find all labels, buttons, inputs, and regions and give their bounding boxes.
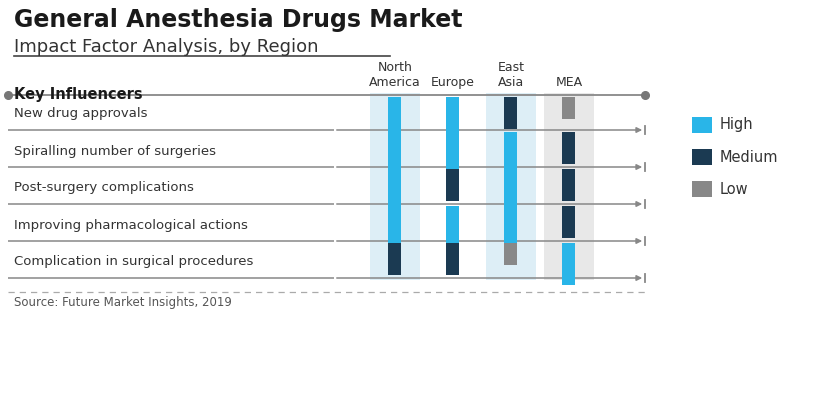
- Text: Spiralling number of surgeries: Spiralling number of surgeries: [14, 144, 215, 158]
- Text: Europe: Europe: [431, 76, 474, 89]
- Text: Source: Future Market Insights, 2019: Source: Future Market Insights, 2019: [14, 296, 232, 309]
- Bar: [388, 206, 401, 248]
- Bar: [504, 169, 517, 211]
- Bar: [504, 97, 517, 129]
- Text: Medium: Medium: [719, 150, 777, 164]
- Bar: [543, 93, 593, 280]
- Bar: [691, 181, 711, 197]
- Bar: [446, 206, 459, 248]
- Text: Impact Factor Analysis, by Region: Impact Factor Analysis, by Region: [14, 38, 318, 56]
- Bar: [388, 132, 401, 174]
- Text: General Anesthesia Drugs Market: General Anesthesia Drugs Market: [14, 8, 462, 32]
- Text: High: High: [719, 118, 753, 132]
- Bar: [446, 169, 459, 201]
- Text: MEA: MEA: [554, 76, 581, 89]
- Text: Key Influencers: Key Influencers: [14, 88, 143, 102]
- Bar: [504, 132, 517, 174]
- Bar: [504, 206, 517, 248]
- Bar: [446, 97, 459, 139]
- Bar: [446, 132, 459, 174]
- Bar: [562, 97, 575, 119]
- Bar: [562, 132, 575, 164]
- Text: New drug approvals: New drug approvals: [14, 108, 147, 120]
- Bar: [562, 169, 575, 201]
- Bar: [369, 93, 419, 280]
- Bar: [446, 243, 459, 275]
- Text: Post-surgery complications: Post-surgery complications: [14, 182, 193, 194]
- Bar: [562, 206, 575, 238]
- Bar: [691, 149, 711, 165]
- Bar: [562, 243, 575, 285]
- Text: Improving pharmacological actions: Improving pharmacological actions: [14, 218, 247, 232]
- Bar: [486, 93, 536, 280]
- Text: Low: Low: [719, 182, 748, 196]
- Text: East
Asia: East Asia: [497, 61, 524, 89]
- Bar: [388, 169, 401, 211]
- Bar: [691, 117, 711, 133]
- Bar: [428, 93, 477, 280]
- Text: Complication in surgical procedures: Complication in surgical procedures: [14, 256, 253, 268]
- Bar: [388, 243, 401, 275]
- Bar: [504, 243, 517, 265]
- Bar: [388, 97, 401, 139]
- Text: North
America: North America: [369, 61, 420, 89]
